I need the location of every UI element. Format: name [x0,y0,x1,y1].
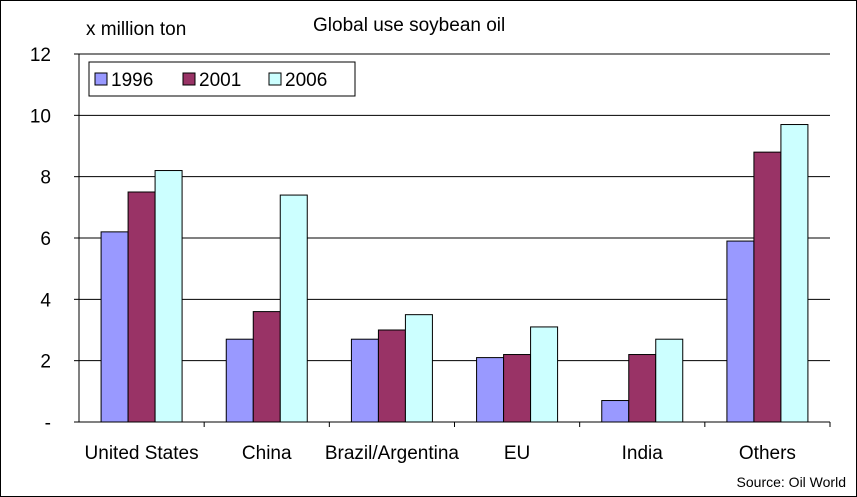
x-tick-label: China [242,443,292,464]
axes [78,54,830,423]
legend-label-1996: 1996 [111,70,153,91]
bar-2001 [127,191,156,423]
bar-2006 [530,326,559,423]
x-tick-label: EU [504,443,530,464]
bar-1996 [350,338,379,423]
legend-swatch-1996 [94,72,108,86]
gridlines [74,53,831,427]
x-tick-labels: United States China Brazil/Argentina EU Indi… [85,443,796,464]
chart-title: Global use soybean oil [313,15,505,36]
bar-2001 [628,354,657,423]
legend: 1996 2001 2006 [88,61,356,97]
bar-2006 [279,194,308,423]
bar-2001 [503,354,532,423]
legend-box [88,61,356,97]
y-tick-label: 4 [40,290,51,311]
bar-1996 [100,231,129,423]
bar-2006 [780,124,809,423]
bar-1996 [601,400,630,423]
bar-1996 [726,240,755,423]
y-tick-label: 10 [30,106,51,127]
bar-1996 [225,338,254,423]
legend-swatch-2006 [268,72,282,86]
bar-2006 [655,338,684,423]
bar-2006 [154,170,183,423]
x-tick-label: United States [85,443,199,464]
bars [100,124,809,423]
y-tick-label: 8 [40,168,51,189]
y-tick-label: - [45,413,51,434]
legend-swatch-2001 [182,72,196,86]
y-axis-label: x million ton [86,19,186,40]
source-note: Source: Oil World [737,474,846,490]
x-tick-label: Others [739,443,796,464]
y-tick-label: 6 [40,229,51,250]
bar-2001 [753,151,782,423]
x-tick-label: India [622,443,664,464]
y-tick-labels: - 2 4 6 8 10 12 [30,45,52,434]
y-tick-label: 2 [40,352,51,373]
legend-label-2006: 2006 [285,70,327,91]
bar-2001 [377,329,406,423]
x-tick-label: Brazil/Argentina [325,443,460,464]
bar-2001 [252,311,281,423]
legend-label-2001: 2001 [199,70,241,91]
y-tick-label: 12 [30,45,51,66]
bar-2006 [404,314,433,423]
bar-1996 [476,357,505,423]
